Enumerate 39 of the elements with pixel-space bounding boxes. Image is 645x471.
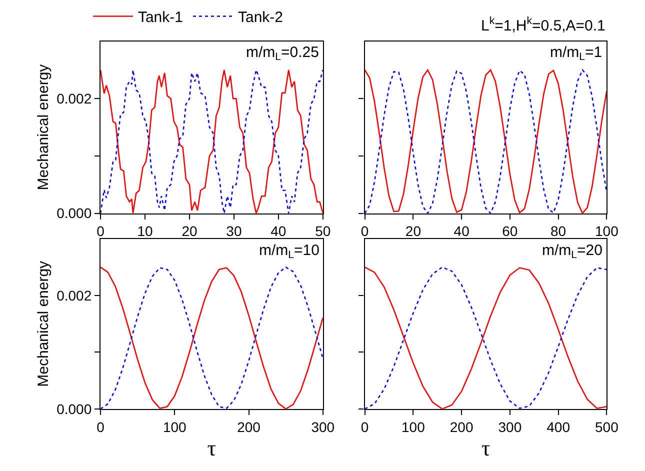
x-axis-title: τ [207,436,216,461]
x-tick-label: 10 [137,223,154,240]
x-tick-label: 40 [270,223,286,240]
x-tick-label: 300 [498,418,522,435]
annotation: m/m$_{L}$=20 [542,242,602,262]
x-tick-label: 80 [550,223,566,240]
x-tick-label: 20 [182,223,198,240]
y-tick-label: 0.002 [56,90,92,107]
text: L$^{k}$=1,H$^{k}$=0.5,A=0.1 [481,15,606,34]
x-tick-label: 0 [360,418,369,435]
y-axis-title: Mechanical energy [34,260,52,387]
x-tick-label: 100 [402,418,426,435]
x-tick-label: 0 [360,223,369,240]
y-tick-label: 0.000 [56,205,92,222]
legend-label: Tank-2 [238,9,284,26]
x-tick-label: 60 [502,223,518,240]
x-tick-label: 300 [311,418,335,435]
y-tick-label: 0.002 [56,287,92,304]
y-tick-label: 0.000 [56,400,92,417]
x-tick-label: 30 [226,223,242,240]
y-axis-title: Mechanical energy [34,64,52,190]
x-tick-label: 100 [162,418,187,435]
annotation: m/m$_{L}$=1 [550,44,602,64]
legend-label: Tank-1 [138,9,183,26]
x-tick-label: 500 [594,418,619,435]
line-series [100,69,323,214]
annotation: m/m$_{L}$=10 [259,242,320,262]
x-tick-label: 200 [237,418,261,435]
x-tick-label: 20 [405,223,422,240]
x-tick-label: 40 [454,223,470,240]
x-tick-label: 100 [594,223,619,240]
annotation: m/m$_{L}$=0.25 [246,44,319,64]
x-tick-label: 0 [96,223,105,240]
x-tick-label: 50 [315,223,331,240]
line-series [100,266,323,409]
x-tick-label: 400 [546,418,570,435]
x-tick-label: 200 [450,418,474,435]
x-tick-label: 0 [96,418,105,435]
x-axis-title: τ [481,436,490,461]
